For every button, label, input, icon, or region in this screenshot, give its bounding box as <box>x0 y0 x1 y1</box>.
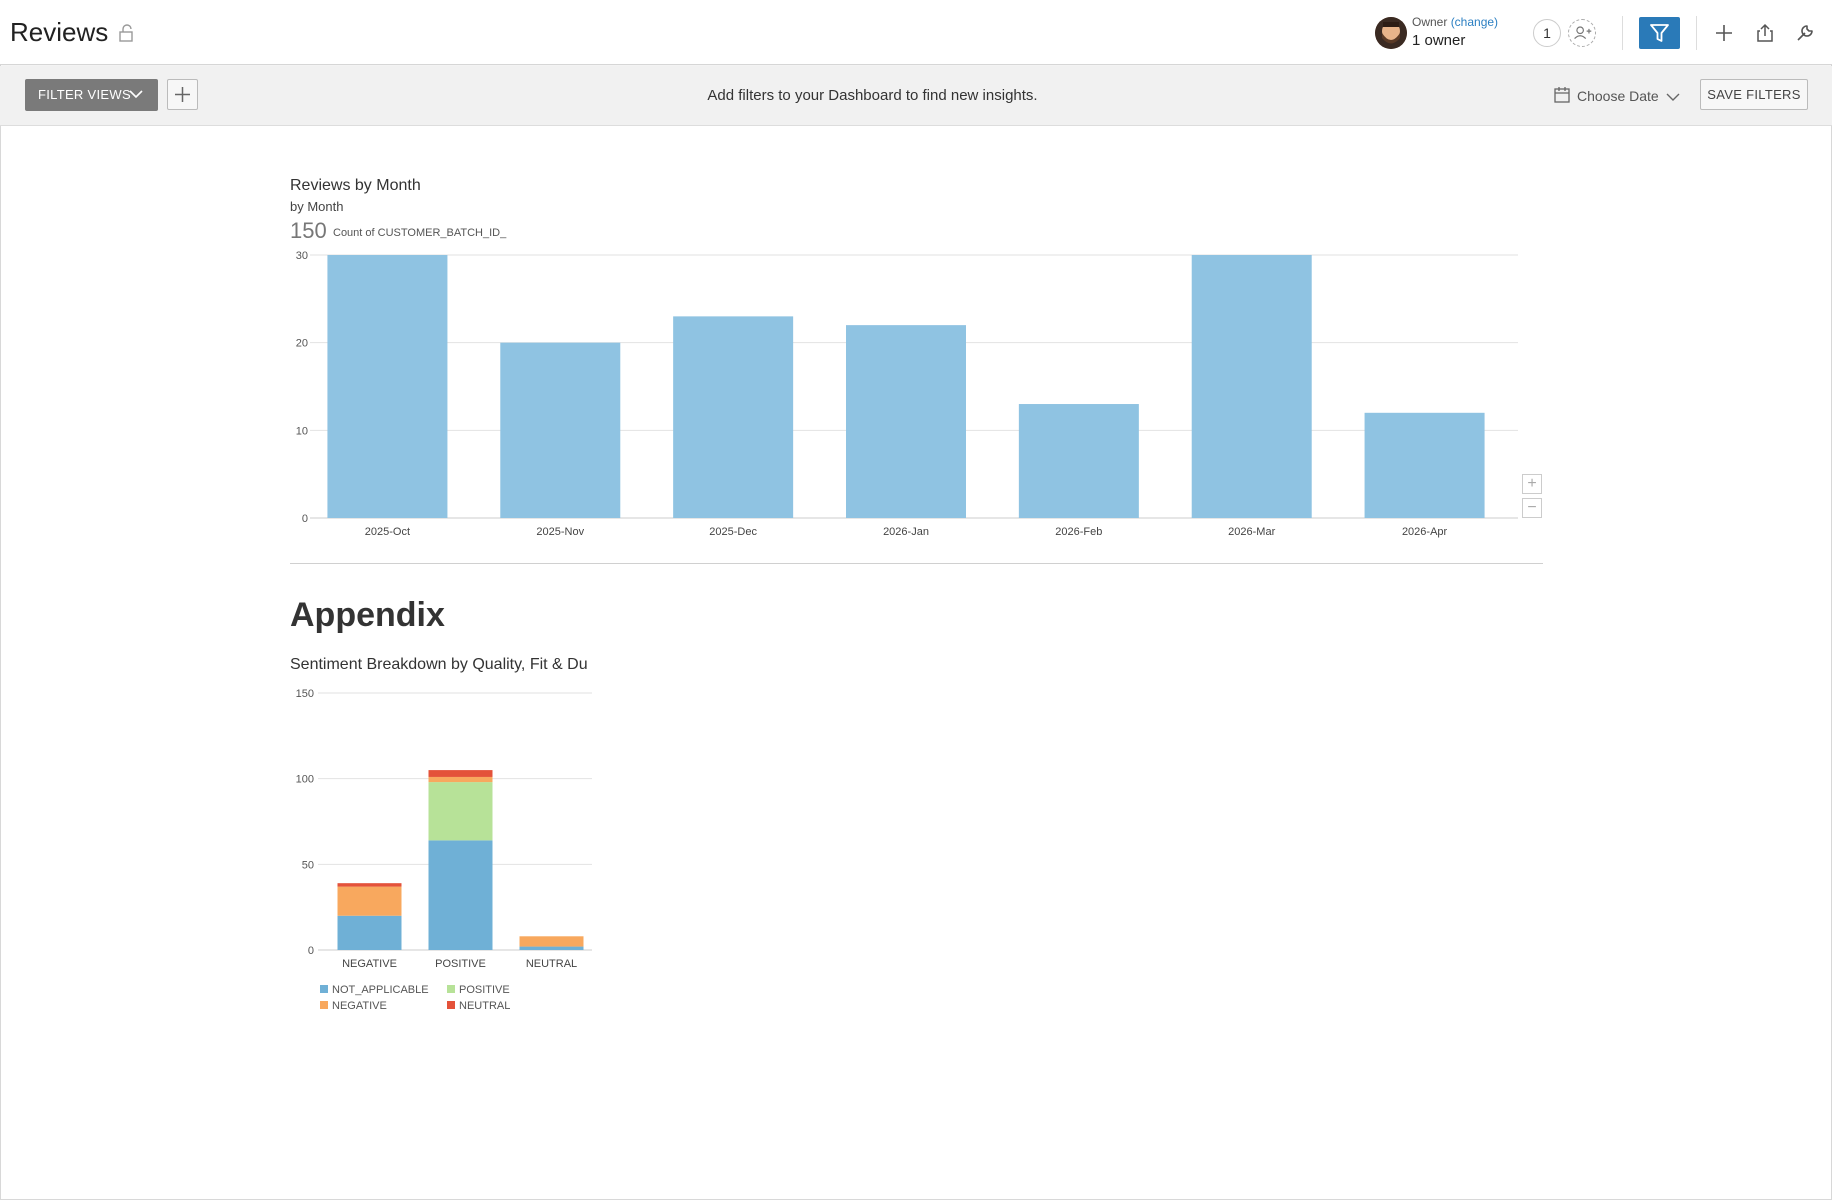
legend-label: NEUTRAL <box>459 1000 510 1012</box>
chart-title: Sentiment Breakdown by Quality, Fit & Du <box>290 656 588 673</box>
owner-count[interactable]: 1 owner <box>1412 32 1466 49</box>
chart-title: Reviews by Month <box>290 177 421 194</box>
stacked-bar-segment <box>428 770 493 777</box>
stacked-bar-segment <box>428 776 493 783</box>
stacked-bar-segment <box>428 782 493 841</box>
x-tick-label: 2026-Mar <box>1228 526 1275 538</box>
calendar-icon <box>1554 87 1570 103</box>
page-title: Reviews <box>10 17 109 47</box>
legend-label: POSITIVE <box>459 984 510 996</box>
dashboard-header: Reviews Owner (change) 1 owner 1 <box>0 0 1832 65</box>
filter-toggle-button[interactable] <box>1639 17 1680 49</box>
bar <box>1364 412 1485 518</box>
y-tick-label: 20 <box>296 338 308 350</box>
wrench-icon[interactable] <box>1794 22 1816 44</box>
plus-icon[interactable] <box>1713 22 1735 44</box>
add-filter-button[interactable] <box>167 79 198 110</box>
y-tick-label: 0 <box>302 513 308 525</box>
bar <box>846 325 966 518</box>
owner-change-link[interactable]: (change) <box>1450 15 1499 29</box>
stacked-bar-segment <box>337 883 402 887</box>
add-user-icon[interactable] <box>1568 19 1596 47</box>
y-tick-label: 150 <box>296 688 314 700</box>
stacked-bar-segment <box>519 936 584 947</box>
legend-label: NEGATIVE <box>332 1000 387 1012</box>
filter-bar: FILTER VIEWS Add filters to your Dashboa… <box>0 66 1832 126</box>
legend-swatch <box>447 1001 455 1009</box>
chart-subtitle: by Month <box>290 199 344 214</box>
sentiment-breakdown-chart: 0 50 100 150 NEGATIVE POSITIVE NEUTRAL NOT_APPL… <box>296 688 592 1012</box>
stacked-bar-segment <box>519 946 584 950</box>
x-tick-label: 2026-Apr <box>1402 526 1448 538</box>
x-tick-label: 2025-Oct <box>365 526 410 538</box>
bar <box>327 255 448 518</box>
bar <box>1018 404 1139 518</box>
appendix-title: Appendix <box>290 596 445 634</box>
save-filters-button[interactable]: SAVE FILTERS <box>1700 79 1808 110</box>
x-tick-label: 2025-Dec <box>709 526 757 538</box>
bar <box>1191 255 1312 518</box>
chart-total: 150 <box>290 218 327 243</box>
x-tick-label: 2025-Nov <box>536 526 584 538</box>
bar <box>500 342 621 518</box>
bar <box>673 316 794 518</box>
legend-swatch <box>320 1001 328 1009</box>
legend-swatch <box>447 985 455 993</box>
zoom-out-button[interactable]: − <box>1522 498 1542 518</box>
x-tick-label: NEUTRAL <box>526 958 577 970</box>
chart-metric-label: Count of CUSTOMER_BATCH_ID_ <box>333 227 507 239</box>
stacked-bar-segment <box>337 915 402 950</box>
lock-icon[interactable] <box>117 23 137 43</box>
owner-label-text: Owner <box>1412 15 1448 29</box>
share-count-badge[interactable]: 1 <box>1533 19 1561 47</box>
choose-date-label: Choose Date <box>1577 88 1659 104</box>
y-tick-label: 0 <box>308 945 314 957</box>
y-tick-label: 10 <box>296 425 308 437</box>
stacked-bar-segment <box>428 840 493 950</box>
share-icon[interactable] <box>1754 22 1776 44</box>
stacked-bar-segment <box>337 886 402 916</box>
zoom-in-button[interactable]: + <box>1522 474 1542 494</box>
reviews-by-month-chart: 0 10 20 30 2025-Oct 2025-Nov 2025-Dec 2026-Jan 2… <box>296 250 1518 538</box>
x-tick-label: 2026-Jan <box>883 526 929 538</box>
filter-views-label: FILTER VIEWS <box>38 87 131 102</box>
avatar[interactable] <box>1375 17 1407 49</box>
section-divider <box>290 563 1543 564</box>
x-tick-label: NEGATIVE <box>342 958 397 970</box>
legend-label: NOT_APPLICABLE <box>332 984 429 996</box>
y-tick-label: 30 <box>296 250 308 262</box>
owner-label: Owner (change) <box>1412 15 1498 29</box>
filter-icon <box>1650 24 1669 42</box>
header-divider <box>1696 16 1697 50</box>
x-tick-label: 2026-Feb <box>1055 526 1102 538</box>
filter-hint: Add filters to your Dashboard to find ne… <box>707 87 1038 104</box>
legend-swatch <box>320 985 328 993</box>
header-divider <box>1622 16 1623 50</box>
y-tick-label: 50 <box>302 859 314 871</box>
filter-views-button[interactable]: FILTER VIEWS <box>25 79 158 111</box>
chevron-down-icon <box>1666 93 1680 101</box>
chevron-down-icon <box>129 90 143 99</box>
plus-icon <box>175 87 190 102</box>
x-tick-label: POSITIVE <box>435 958 486 970</box>
y-tick-label: 100 <box>296 774 314 786</box>
